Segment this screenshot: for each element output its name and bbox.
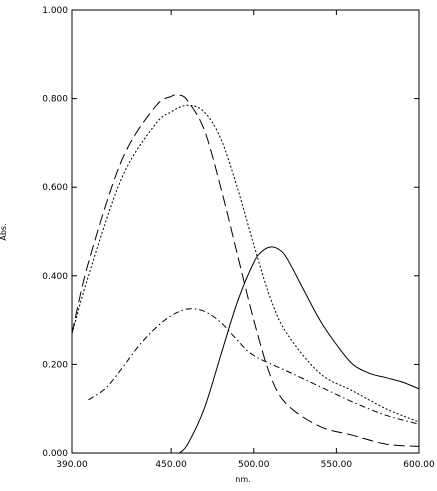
x-tick-label: 550.00	[321, 460, 353, 470]
series-line-dash-dot	[88, 308, 420, 425]
y-tick-label: 0.000	[42, 449, 68, 459]
y-tick-label: 0.200	[42, 360, 68, 370]
y-tick-label: 0.400	[42, 272, 68, 282]
series-layer	[71, 94, 420, 454]
y-axis-ticks: 0.000 0.200 0.400 0.600 0.800 1.000	[42, 6, 419, 459]
x-axis-ticks: 390.00 450.00 500.00 550.00 600.00	[56, 10, 435, 470]
series-line-long-dash	[71, 94, 420, 447]
x-tick-label: 450.00	[155, 460, 187, 470]
x-tick-label: 600.00	[403, 460, 435, 470]
y-axis-label: Abs.	[0, 223, 8, 240]
plot-frame	[71, 9, 420, 454]
series-line-dotted	[71, 104, 420, 423]
y-tick-label: 0.600	[42, 183, 68, 193]
x-axis-label: nm.	[235, 475, 250, 484]
y-tick-label: 0.800	[42, 95, 68, 105]
y-tick-label: 1.000	[42, 6, 68, 16]
x-tick-label: 390.00	[56, 460, 88, 470]
series-line-solid	[179, 246, 420, 454]
x-tick-label: 500.00	[238, 460, 270, 470]
